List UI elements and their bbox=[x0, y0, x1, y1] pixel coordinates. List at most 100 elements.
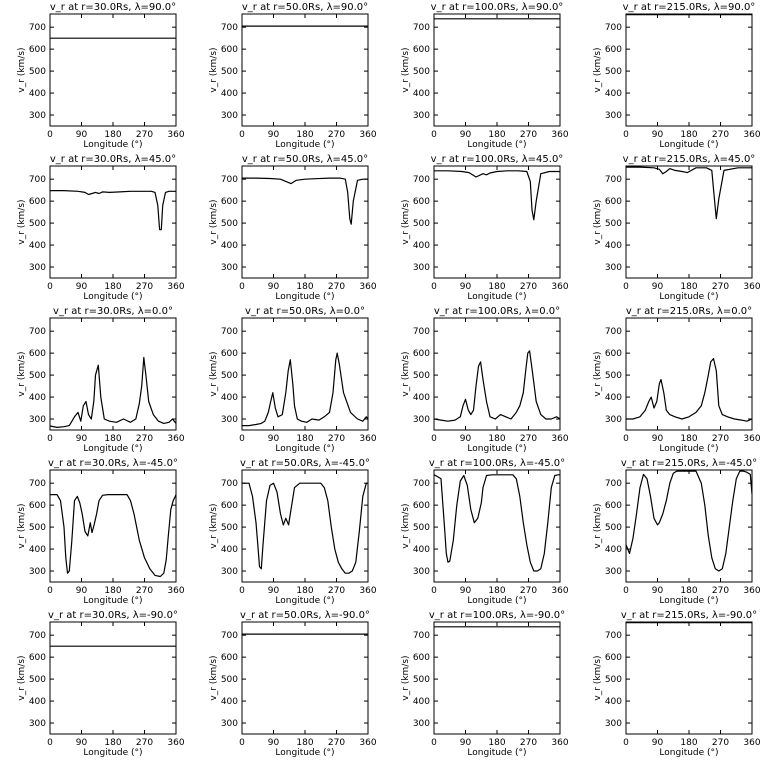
x-tick-label: 0 bbox=[623, 130, 629, 140]
y-tick-label: 400 bbox=[605, 393, 622, 403]
chart-panel-10: v_r at r=50.0Rs, λ=0.0° 0 90 180 270 360 300 40… bbox=[209, 306, 377, 454]
y-tick-label: 400 bbox=[413, 697, 430, 707]
plot-frame bbox=[241, 317, 369, 431]
y-tick-label: 600 bbox=[413, 45, 430, 55]
x-axis-label: Longitude (°) bbox=[275, 444, 334, 454]
x-tick-label: 180 bbox=[296, 282, 313, 292]
x-tick-label: 0 bbox=[239, 282, 245, 292]
plot-frame bbox=[625, 621, 753, 735]
x-tick-label: 270 bbox=[712, 738, 729, 748]
y-tick-label: 400 bbox=[413, 545, 430, 555]
x-axis-label: Longitude (°) bbox=[467, 140, 526, 150]
x-tick-label: 270 bbox=[328, 434, 345, 444]
x-tick-label: 270 bbox=[712, 434, 729, 444]
y-tick-label: 600 bbox=[221, 45, 238, 55]
x-tick-label: 360 bbox=[167, 434, 184, 444]
x-tick-label: 0 bbox=[431, 130, 437, 140]
y-tick-label: 400 bbox=[221, 393, 238, 403]
x-tick-label: 360 bbox=[359, 130, 376, 140]
y-tick-label: 600 bbox=[29, 349, 46, 359]
y-tick-label: 600 bbox=[29, 653, 46, 663]
x-axis-label: Longitude (°) bbox=[467, 444, 526, 454]
series-line bbox=[50, 356, 176, 429]
x-tick-label: 90 bbox=[268, 738, 280, 748]
plot-frame bbox=[625, 317, 753, 431]
plot-frame bbox=[241, 165, 369, 279]
x-tick-label: 180 bbox=[104, 738, 121, 748]
x-tick-label: 0 bbox=[47, 586, 53, 596]
x-tick-label: 180 bbox=[296, 130, 313, 140]
y-tick-label: 700 bbox=[29, 175, 46, 185]
x-tick-label: 90 bbox=[76, 282, 88, 292]
x-tick-label: 180 bbox=[104, 130, 121, 140]
y-tick-label: 600 bbox=[29, 45, 46, 55]
x-tick-label: 180 bbox=[488, 434, 505, 444]
x-tick-label: 360 bbox=[167, 738, 184, 748]
x-tick-label: 90 bbox=[460, 434, 472, 444]
y-axis-label: v_r (km/s) bbox=[17, 503, 27, 548]
x-tick-label: 270 bbox=[136, 586, 153, 596]
x-axis-label: Longitude (°) bbox=[467, 748, 526, 758]
y-axis-label: v_r (km/s) bbox=[17, 655, 27, 700]
x-axis-label: Longitude (°) bbox=[275, 748, 334, 758]
x-tick-label: 90 bbox=[268, 434, 280, 444]
y-tick-label: 300 bbox=[29, 719, 46, 729]
y-axis-label: v_r (km/s) bbox=[593, 199, 603, 244]
chart-panel-18: v_r at r=50.0Rs, λ=-90.0° 0 90 180 270 360 300… bbox=[209, 610, 377, 758]
x-axis-label: Longitude (°) bbox=[275, 140, 334, 150]
y-tick-label: 700 bbox=[413, 631, 430, 641]
x-tick-label: 360 bbox=[359, 586, 376, 596]
y-axis-label: v_r (km/s) bbox=[209, 351, 219, 396]
x-tick-label: 270 bbox=[520, 130, 537, 140]
x-tick-label: 90 bbox=[268, 130, 280, 140]
x-tick-label: 360 bbox=[743, 130, 760, 140]
y-tick-label: 400 bbox=[221, 241, 238, 251]
y-tick-label: 400 bbox=[29, 241, 46, 251]
x-tick-label: 180 bbox=[680, 130, 697, 140]
series-line bbox=[434, 350, 560, 422]
x-tick-label: 360 bbox=[743, 738, 760, 748]
y-tick-label: 300 bbox=[413, 719, 430, 729]
chart-panel-19: v_r at r=100.0Rs, λ=-90.0° 0 90 180 270 360 30… bbox=[401, 610, 569, 758]
x-tick-label: 360 bbox=[551, 738, 568, 748]
chart-title: v_r at r=100.0Rs, λ=45.0° bbox=[431, 154, 564, 165]
x-tick-label: 90 bbox=[460, 130, 472, 140]
y-tick-label: 700 bbox=[221, 631, 238, 641]
series-line bbox=[242, 352, 368, 427]
y-tick-label: 700 bbox=[605, 479, 622, 489]
x-tick-label: 360 bbox=[551, 130, 568, 140]
x-tick-label: 0 bbox=[47, 130, 53, 140]
y-tick-label: 600 bbox=[221, 653, 238, 663]
chart-panel-17: v_r at r=30.0Rs, λ=-90.0° 0 90 180 270 360 300… bbox=[17, 610, 185, 758]
x-tick-label: 180 bbox=[488, 282, 505, 292]
y-tick-label: 600 bbox=[221, 197, 238, 207]
y-tick-label: 300 bbox=[221, 567, 238, 577]
x-tick-label: 180 bbox=[680, 586, 697, 596]
series-line bbox=[242, 482, 368, 574]
y-tick-label: 700 bbox=[413, 23, 430, 33]
x-tick-label: 90 bbox=[652, 586, 664, 596]
x-axis-label: Longitude (°) bbox=[275, 292, 334, 302]
chart-panel-7: v_r at r=100.0Rs, λ=45.0° 0 90 180 270 360 300… bbox=[401, 154, 569, 302]
x-tick-label: 270 bbox=[712, 586, 729, 596]
chart-panel-15: v_r at r=100.0Rs, λ=-45.0° 0 90 180 270 360 30… bbox=[401, 458, 569, 606]
x-tick-label: 0 bbox=[47, 738, 53, 748]
x-axis-label: Longitude (°) bbox=[275, 596, 334, 606]
plot-frame bbox=[49, 165, 177, 279]
y-tick-label: 400 bbox=[605, 241, 622, 251]
x-axis-label: Longitude (°) bbox=[467, 596, 526, 606]
chart-title: v_r at r=50.0Rs, λ=-90.0° bbox=[240, 610, 370, 621]
y-tick-label: 500 bbox=[605, 67, 622, 77]
y-tick-label: 500 bbox=[413, 371, 430, 381]
y-tick-label: 700 bbox=[413, 327, 430, 337]
y-tick-label: 500 bbox=[605, 371, 622, 381]
y-tick-label: 400 bbox=[413, 89, 430, 99]
y-tick-label: 500 bbox=[29, 67, 46, 77]
y-tick-label: 300 bbox=[221, 415, 238, 425]
y-tick-label: 600 bbox=[605, 349, 622, 359]
y-axis-label: v_r (km/s) bbox=[593, 503, 603, 548]
y-tick-label: 700 bbox=[413, 175, 430, 185]
x-axis-label: Longitude (°) bbox=[659, 292, 718, 302]
y-tick-label: 400 bbox=[221, 697, 238, 707]
x-tick-label: 180 bbox=[680, 434, 697, 444]
